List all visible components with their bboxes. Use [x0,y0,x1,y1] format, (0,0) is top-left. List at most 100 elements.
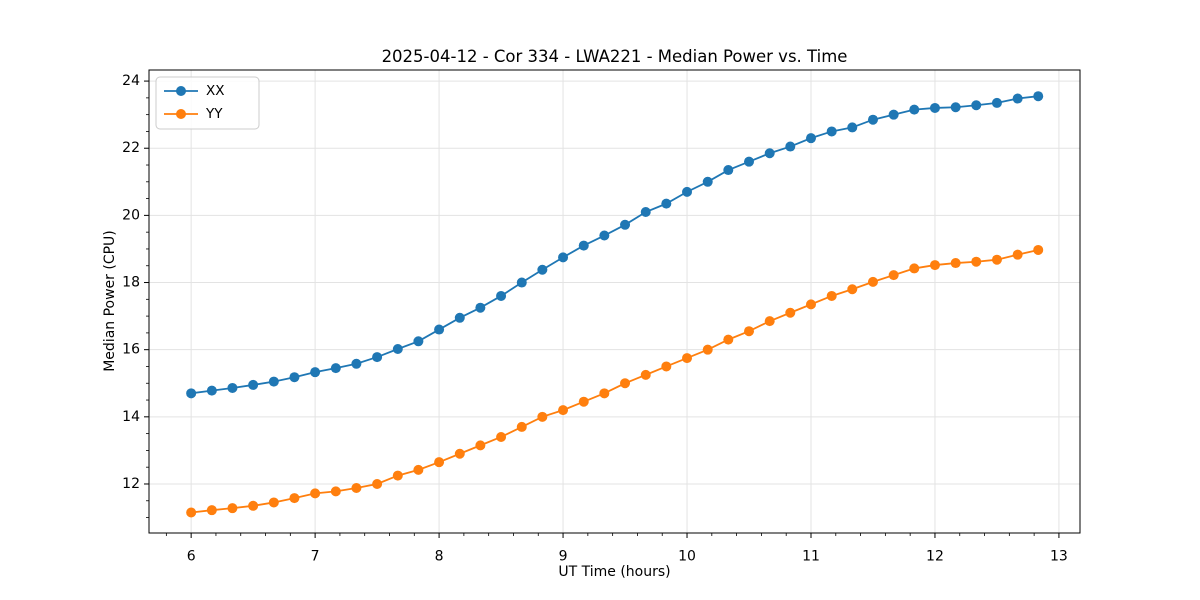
marker-xx [475,302,486,313]
y-tick-label: 18 [122,275,140,291]
marker-yy [599,388,610,399]
legend-label-yy: YY [205,106,223,122]
marker-xx [682,186,693,197]
marker-xx [289,372,300,383]
marker-xx [950,102,961,113]
marker-xx [351,358,362,369]
marker-xx [971,100,982,111]
marker-yy [248,500,259,511]
marker-yy [702,344,713,355]
marker-xx [702,176,713,187]
marker-yy [434,457,445,468]
marker-yy [186,507,197,518]
marker-yy [454,448,465,459]
marker-yy [867,276,878,287]
marker-xx [847,122,858,133]
marker-yy [392,470,403,481]
marker-xx [599,230,610,241]
y-tick-label: 16 [122,342,140,358]
marker-yy [1012,249,1023,260]
marker-xx [785,141,796,152]
legend-sample-marker [176,86,186,96]
axes-spines [148,69,1081,534]
marker-xx [805,133,816,144]
marker-xx [537,264,548,275]
marker-yy [413,464,424,475]
x-tick-label: 6 [187,549,196,565]
series-line-yy [191,249,1039,514]
marker-xx [723,165,734,176]
marker-yy [227,503,238,514]
legend-sample-marker [176,109,186,119]
marker-yy [929,260,940,271]
marker-xx [909,104,920,115]
marker-yy [723,334,734,345]
marker-xx [454,312,465,323]
y-tick-label: 20 [122,207,140,223]
marker-xx [434,324,445,335]
marker-xx [330,363,341,374]
x-axis-label: UT Time (hours) [558,564,671,580]
marker-xx [826,126,837,137]
marker-yy [640,369,651,380]
marker-xx [744,156,755,167]
marker-yy [826,290,837,301]
marker-yy [682,353,693,364]
marker-yy [991,254,1002,265]
marker-yy [1033,244,1044,255]
marker-xx [392,344,403,355]
legend-label-xx: XX [206,83,225,99]
marker-yy [744,326,755,337]
marker-xx [620,219,631,230]
marker-xx [372,352,383,363]
marker-yy [516,421,527,432]
marker-yy [330,486,341,497]
marker-xx [248,379,259,390]
y-tick-label: 14 [122,409,140,425]
marker-yy [805,299,816,310]
marker-yy [558,405,569,416]
marker-xx [413,336,424,347]
marker-yy [372,478,383,489]
x-tick-label: 11 [802,549,820,565]
marker-yy [888,270,899,281]
marker-xx [661,198,672,209]
marker-yy [578,396,589,407]
marker-xx [991,97,1002,108]
marker-xx [578,240,589,251]
marker-yy [950,258,961,269]
marker-yy [537,411,548,422]
y-tick-label: 12 [122,476,140,492]
marker-yy [764,316,775,327]
x-tick-label: 13 [1050,549,1068,565]
marker-yy [268,497,279,508]
marker-yy [909,263,920,274]
x-tick-label: 9 [559,549,568,565]
x-tick-label: 8 [435,549,444,565]
marker-yy [496,431,507,442]
x-tick-label: 7 [311,549,320,565]
marker-yy [206,505,217,516]
x-tick-label: 10 [678,549,696,565]
marker-yy [289,493,300,504]
marker-yy [620,378,631,389]
marker-yy [351,483,362,494]
marker-yy [971,256,982,267]
marker-yy [785,307,796,318]
marker-xx [640,207,651,218]
marker-yy [310,488,321,499]
marker-yy [847,284,858,295]
y-tick-label: 22 [122,140,140,156]
series-line-xx [191,95,1039,395]
chart-title: 2025-04-12 - Cor 334 - LWA221 - Median P… [381,47,848,66]
marker-xx [206,385,217,396]
marker-yy [475,440,486,451]
marker-xx [1012,93,1023,104]
marker-xx [186,388,197,399]
marker-xx [310,367,321,378]
marker-xx [496,290,507,301]
marker-xx [867,114,878,125]
marker-xx [888,109,899,120]
